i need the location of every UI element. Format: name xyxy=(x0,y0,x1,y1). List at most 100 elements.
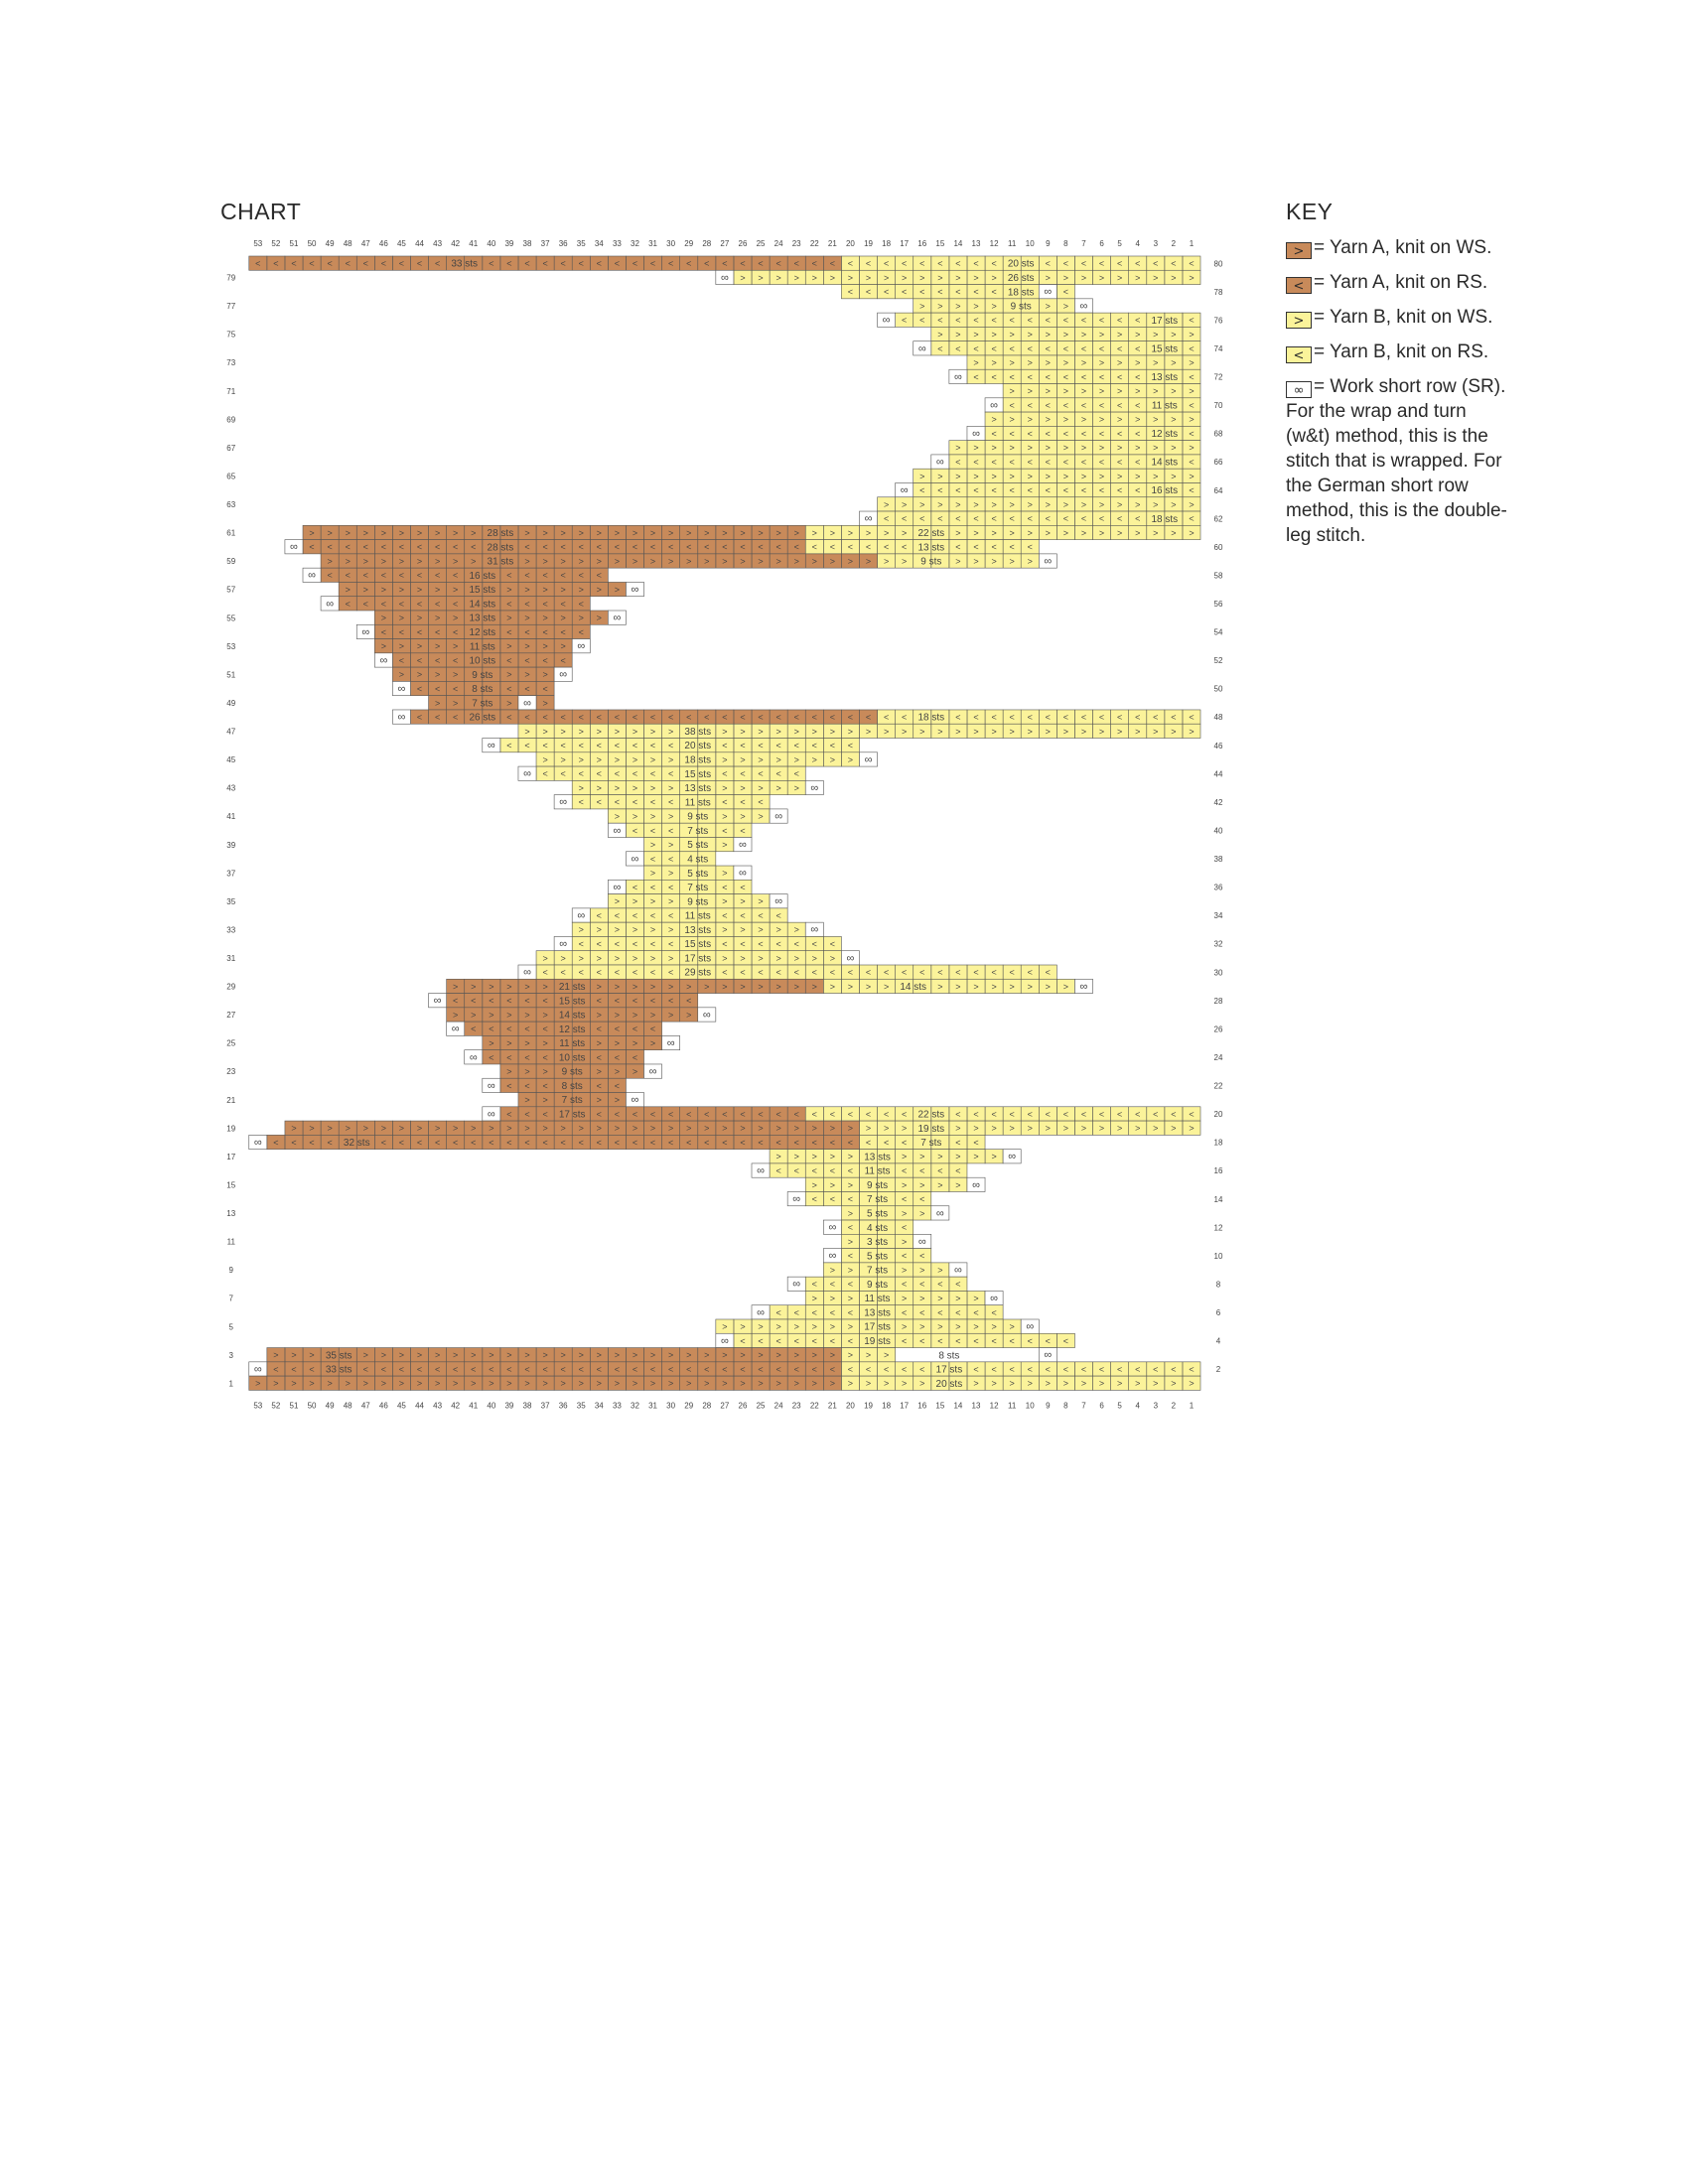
column-number: 4 xyxy=(1135,1401,1140,1410)
chart-symbol: < xyxy=(830,1165,835,1175)
chart-symbol: < xyxy=(1010,1109,1015,1119)
row-number: 61 xyxy=(226,529,235,538)
chart-symbol: > xyxy=(615,811,620,821)
chart-symbol: > xyxy=(489,1379,493,1389)
chart-symbol: > xyxy=(579,754,584,764)
chart-cell xyxy=(302,567,322,583)
chart-symbol: > xyxy=(561,1379,566,1389)
chart-symbol: ∞ xyxy=(936,456,944,468)
chart-symbol: > xyxy=(524,1010,529,1020)
chart-symbol: > xyxy=(758,982,763,992)
chart-symbol: ∞ xyxy=(649,1066,657,1078)
chart-symbol: > xyxy=(1153,727,1158,737)
chart-symbol: > xyxy=(668,556,673,566)
chart-symbol: < xyxy=(453,1364,458,1374)
chart-symbol: > xyxy=(615,1350,620,1360)
stitch-count-label: 13 sts xyxy=(469,614,495,624)
chart-symbol: < xyxy=(1117,316,1122,326)
chart-symbol: < xyxy=(740,741,745,751)
row-number: 22 xyxy=(1214,1082,1223,1091)
chart-symbol: > xyxy=(561,953,566,963)
chart-symbol: < xyxy=(579,627,584,637)
chart-symbol: < xyxy=(812,259,817,269)
chart-symbol: < xyxy=(506,571,511,581)
column-number: 19 xyxy=(864,1401,873,1410)
chart-symbol: > xyxy=(1046,443,1051,453)
chart-symbol: < xyxy=(579,542,584,552)
column-number: 50 xyxy=(308,239,317,248)
key-item-text: = Work short row (SR). For the wrap and … xyxy=(1286,376,1507,546)
row-number: 40 xyxy=(1214,826,1223,835)
chart-symbol: > xyxy=(399,585,404,595)
chart-symbol: < xyxy=(1135,514,1140,524)
row-number: 1 xyxy=(229,1379,234,1388)
chart-cell xyxy=(841,284,860,300)
chart-symbol: > xyxy=(794,1152,799,1161)
chart-symbol: < xyxy=(1010,316,1015,326)
chart-symbol: > xyxy=(524,1095,529,1105)
chart-symbol: > xyxy=(1117,499,1122,509)
chart-symbol: > xyxy=(973,727,978,737)
chart-symbol: < xyxy=(615,1364,620,1374)
row-number: 70 xyxy=(1214,401,1223,410)
stitch-count-label: 4 sts xyxy=(687,854,708,865)
chart-symbol: > xyxy=(399,1350,404,1360)
chart-symbol: > xyxy=(919,1152,924,1161)
chart-symbol: < xyxy=(1189,457,1194,467)
chart-symbol: > xyxy=(597,528,602,538)
chart-symbol: > xyxy=(524,556,529,566)
chart-symbol: > xyxy=(1028,556,1033,566)
chart-symbol: > xyxy=(937,472,942,481)
chart-symbol: > xyxy=(561,614,566,623)
chart-symbol: < xyxy=(346,571,351,581)
chart-symbol: < xyxy=(902,287,907,297)
chart-symbol: > xyxy=(650,982,655,992)
chart-symbol: < xyxy=(346,259,351,269)
chart-symbol: < xyxy=(1046,343,1051,353)
row-number: 43 xyxy=(226,784,235,793)
chart-symbol: < xyxy=(740,713,745,723)
chart-symbol: < xyxy=(506,1138,511,1148)
chart-symbol: > xyxy=(471,1124,476,1134)
chart-symbol: > xyxy=(794,1124,799,1134)
chart-symbol: > xyxy=(1189,386,1194,396)
chart-symbol: < xyxy=(1010,1336,1015,1346)
column-number: 43 xyxy=(433,1401,442,1410)
row-number: 51 xyxy=(226,670,235,679)
chart-symbol: ∞ xyxy=(865,513,873,525)
chart-symbol: < xyxy=(955,485,960,495)
column-number: 48 xyxy=(344,1401,352,1410)
chart-symbol: < xyxy=(1189,1109,1194,1119)
chart-symbol: < xyxy=(346,599,351,609)
chart-symbol: < xyxy=(775,1336,780,1346)
chart-symbol: < xyxy=(1010,514,1015,524)
column-number: 18 xyxy=(882,1401,891,1410)
chart-symbol: < xyxy=(955,287,960,297)
chart-symbol: < xyxy=(417,259,422,269)
row-number: 11 xyxy=(227,1238,236,1247)
chart-symbol: < xyxy=(417,542,422,552)
chart-symbol: > xyxy=(758,1124,763,1134)
chart-symbol: > xyxy=(579,614,584,623)
stitch-count-label: 13 sts xyxy=(864,1307,891,1318)
chart-symbol: ∞ xyxy=(936,1207,944,1219)
chart-symbol: > xyxy=(435,528,440,538)
column-number: 15 xyxy=(935,1401,944,1410)
stitch-count-label: 28 sts xyxy=(488,528,514,539)
chart-symbol: < xyxy=(1135,259,1140,269)
chart-symbol: > xyxy=(848,1180,853,1190)
column-number: 7 xyxy=(1081,1401,1086,1410)
chart-symbol: < xyxy=(848,1251,853,1261)
chart-symbol: < xyxy=(435,655,440,665)
chart-symbol: < xyxy=(973,1109,978,1119)
chart-symbol: ∞ xyxy=(1044,555,1052,567)
chart-symbol: > xyxy=(1135,499,1140,509)
chart-symbol: > xyxy=(973,982,978,992)
chart-symbol: > xyxy=(704,982,709,992)
chart-symbol: > xyxy=(1189,727,1194,737)
chart-symbol: < xyxy=(399,571,404,581)
chart-symbol: < xyxy=(291,259,296,269)
chart-symbol: > xyxy=(1189,499,1194,509)
chart-symbol: > xyxy=(722,925,727,935)
chart-symbol: > xyxy=(991,443,996,453)
